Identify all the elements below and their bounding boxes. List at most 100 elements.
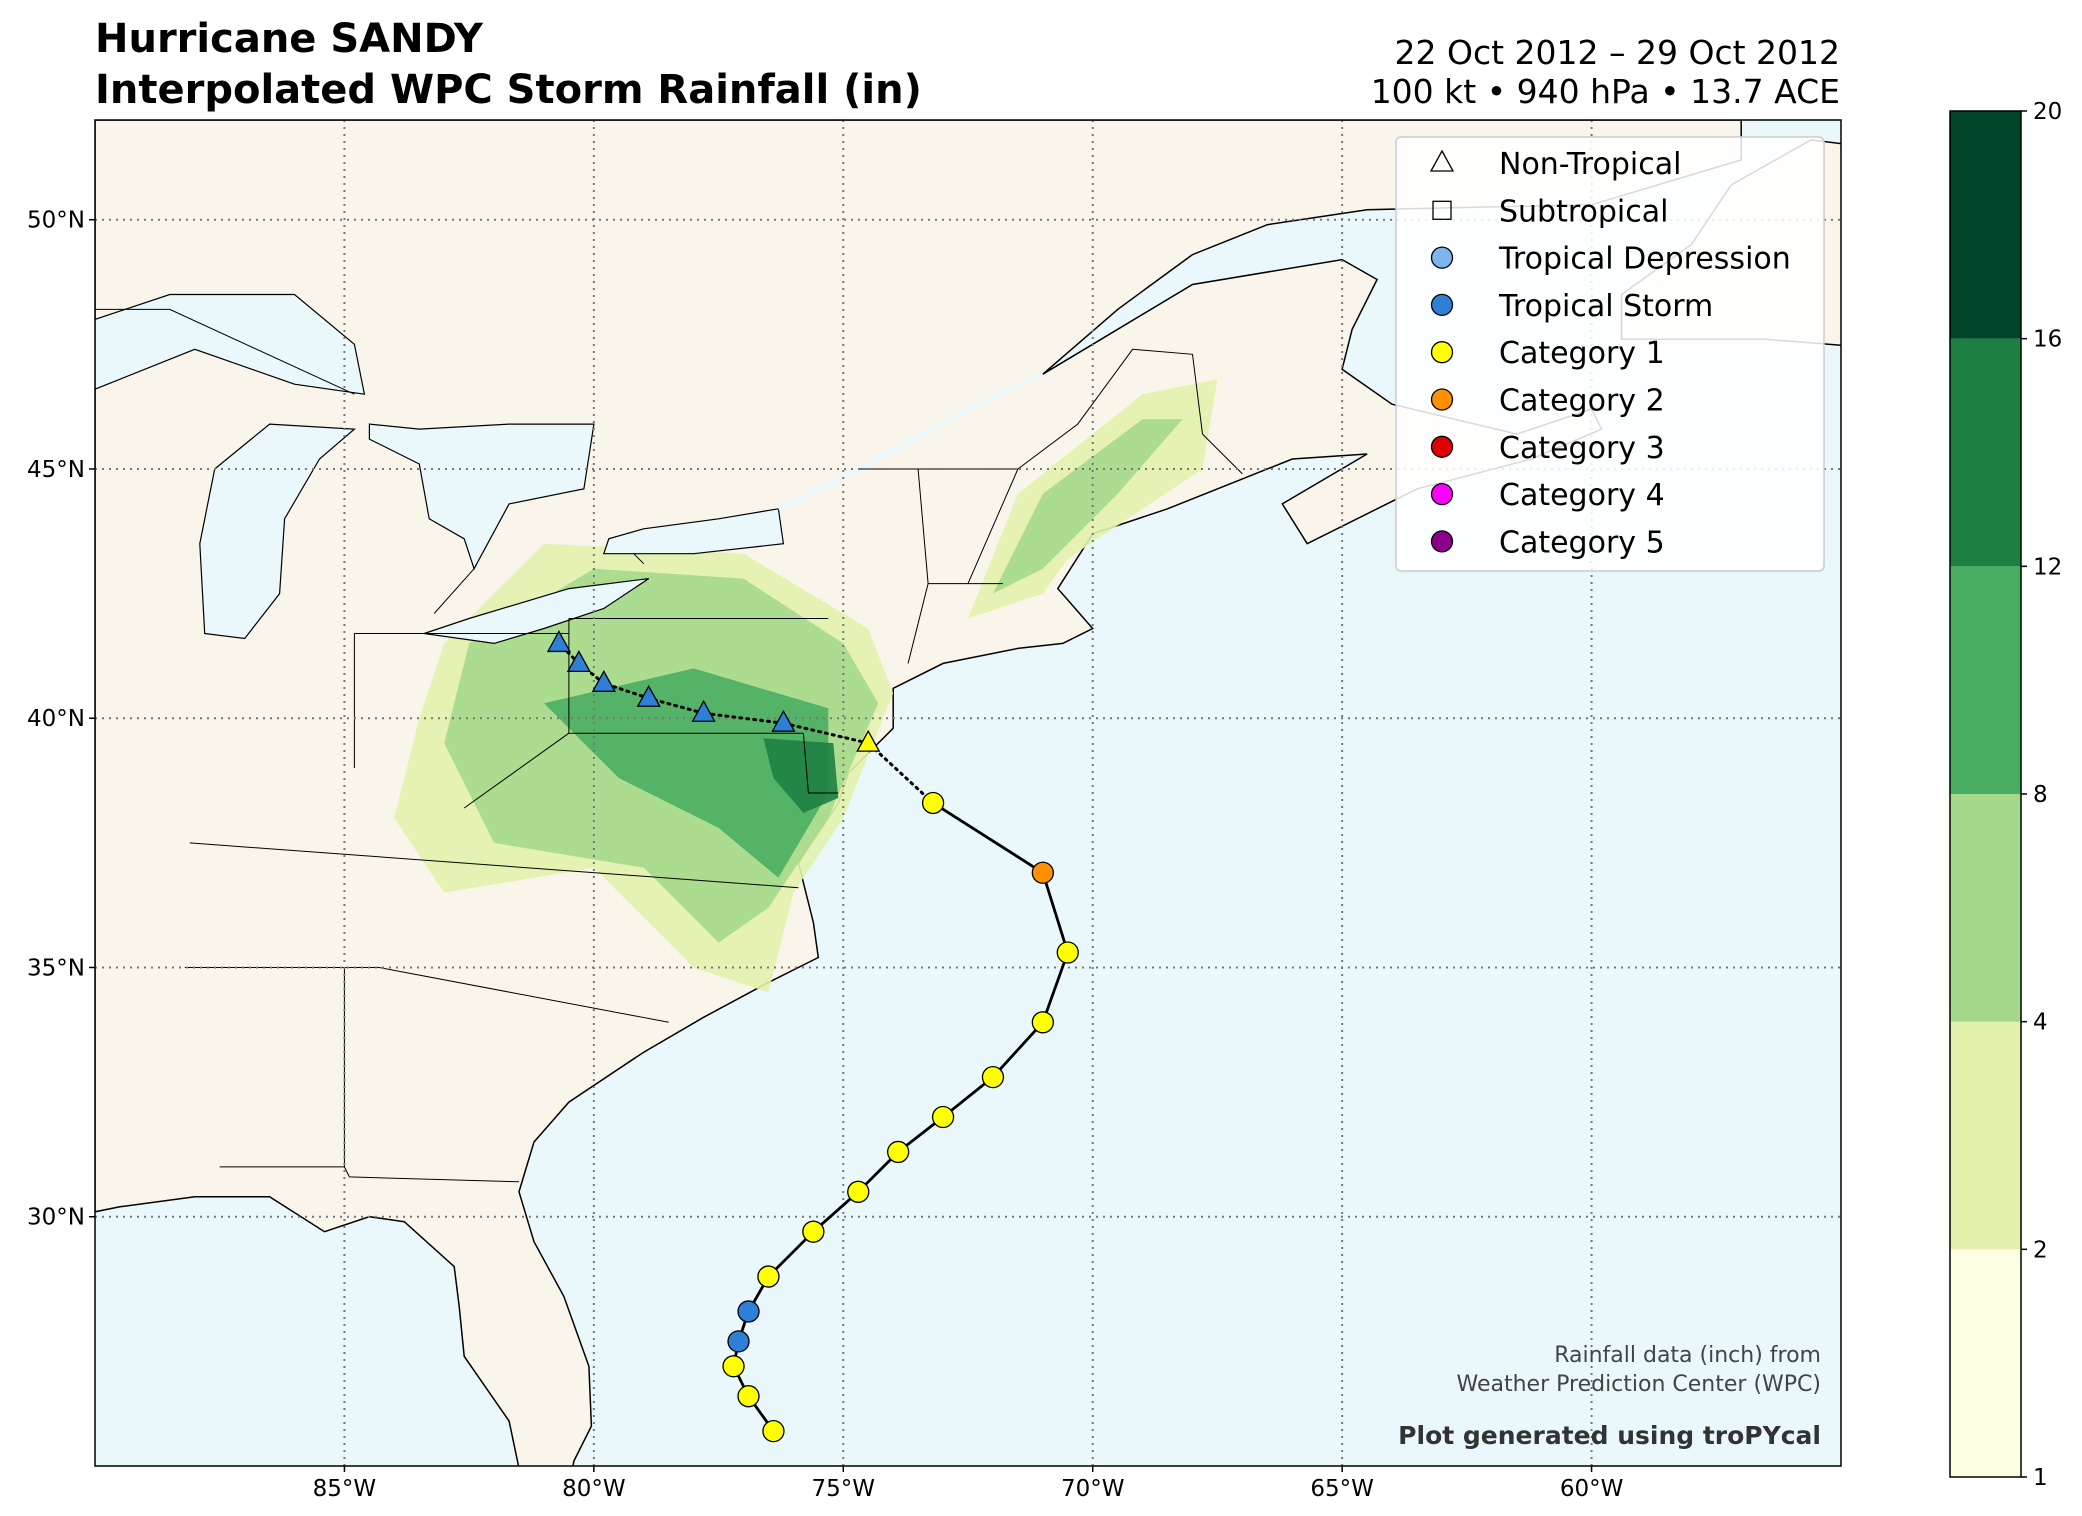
legend-label: Category 2 [1499, 384, 1665, 419]
border [967, 468, 1019, 584]
x-tick-label: 70°W [1061, 1476, 1125, 1502]
legend-marker [1430, 482, 1454, 506]
chart-subtitle: Interpolated WPC Storm Rainfall (in) [95, 67, 922, 113]
track-point [981, 1066, 1005, 1089]
track-point [757, 1265, 780, 1288]
river [777, 371, 1044, 512]
border [433, 568, 475, 614]
y-tick-label: 40°N [27, 706, 85, 732]
lake [368, 423, 595, 571]
legend-label: Subtropical [1499, 194, 1668, 229]
track-point [691, 699, 716, 722]
track-point [856, 729, 881, 752]
colorbar-label: 20 [2033, 99, 2062, 125]
border [343, 967, 520, 1183]
legend-marker [1430, 435, 1454, 458]
track-point [847, 1180, 870, 1203]
lake [424, 578, 650, 645]
legend-label: Category 3 [1499, 431, 1665, 466]
legend-marker [1432, 200, 1452, 220]
legend-label: Category 4 [1499, 478, 1665, 513]
credit-text: Rainfall data (inch) from [1554, 1343, 1821, 1368]
legend-label: Non-Tropical [1499, 147, 1681, 182]
lake [602, 508, 785, 555]
colorbar-segment [1950, 1249, 2021, 1477]
border [907, 583, 929, 664]
x-tick-label: 80°W [562, 1476, 626, 1502]
legend-label: Tropical Depression [1498, 242, 1791, 277]
colorbar-segment [1950, 1021, 2021, 1250]
legend-marker [1430, 293, 1454, 317]
colorbar-label: 16 [2033, 327, 2062, 353]
legend-label: Category 5 [1499, 525, 1665, 560]
legend-marker [1429, 149, 1455, 172]
track-point [771, 709, 796, 732]
colorbar-label: 4 [2033, 1010, 2048, 1036]
track-point [727, 1330, 750, 1353]
legend-marker [1430, 388, 1454, 411]
border [463, 732, 570, 809]
border [633, 553, 645, 565]
y-tick-label: 45°N [27, 457, 85, 483]
track-point [737, 1300, 760, 1323]
colorbar-label: 2 [2033, 1237, 2048, 1263]
track-point [921, 791, 945, 815]
credit-text: Weather Prediction Center (WPC) [1457, 1372, 1822, 1397]
x-tick-label: 75°W [812, 1476, 876, 1502]
border [802, 733, 839, 794]
rainfall-area [992, 419, 1183, 594]
legend-label: Category 1 [1499, 336, 1665, 371]
border [189, 842, 799, 889]
legend: Non-Tropical Subtropical Tropical Depressi… [1395, 136, 1825, 572]
track-segment [702, 711, 785, 725]
track-point [1031, 1011, 1054, 1034]
rainfall-area [544, 668, 829, 878]
track-point [722, 1355, 745, 1378]
track-point [1056, 941, 1079, 964]
track-point [636, 684, 661, 707]
track-point [762, 1419, 785, 1443]
legend-marker [1430, 530, 1454, 553]
colorbar-segment [1950, 338, 2021, 567]
track-point [1031, 861, 1054, 884]
colorbar-label: 8 [2033, 782, 2048, 808]
rainfall-area [763, 738, 839, 813]
colorbar-label: 1 [2033, 1465, 2048, 1491]
track-point [737, 1385, 760, 1408]
x-tick-label: 85°W [313, 1476, 377, 1502]
y-tick-label: 35°N [27, 955, 85, 981]
border [379, 967, 669, 1023]
legend-box [1395, 136, 1825, 572]
legend-marker [1430, 246, 1454, 269]
track-segment [602, 681, 651, 700]
track-segment [1041, 951, 1070, 1024]
legend-label: Tropical Storm [1498, 289, 1713, 324]
y-tick-label: 30°N [27, 1205, 85, 1231]
colorbar-segment [1950, 794, 2021, 1022]
track-segment [781, 721, 870, 745]
track-segment [866, 741, 935, 805]
track-segment [1041, 871, 1070, 954]
storm-stats: 100 kt • 940 hPa • 13.7 ACE [1371, 72, 1840, 111]
map-frame [94, 119, 1842, 1467]
track-point [591, 669, 616, 692]
chart-title: Hurricane SANDY [95, 16, 484, 62]
legend-marker [1430, 341, 1454, 364]
track-segment [931, 801, 1045, 875]
generated-by: Plot generated using troPYcal [1398, 1421, 1821, 1450]
x-tick-label: 65°W [1310, 1476, 1374, 1502]
track-point [546, 630, 572, 653]
x-tick-label: 60°W [1560, 1476, 1624, 1502]
track-point [802, 1220, 825, 1243]
track-segment [991, 1020, 1045, 1079]
track-point [887, 1140, 910, 1164]
border [95, 308, 355, 395]
track-segment [647, 696, 706, 715]
colorbar-label: 12 [2033, 554, 2062, 580]
y-tick-label: 50°N [27, 208, 85, 234]
lake [199, 423, 356, 640]
track-point [931, 1105, 955, 1129]
